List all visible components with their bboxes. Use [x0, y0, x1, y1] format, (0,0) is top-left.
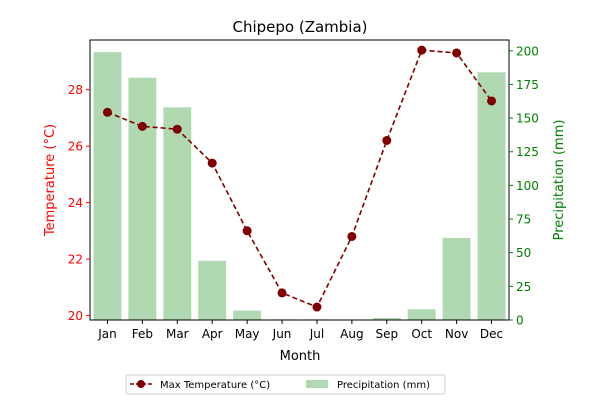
right-axis-label: Precipitation (mm)	[552, 120, 567, 241]
chart-title: Chipepo (Zambia)	[232, 18, 367, 36]
temperature-point-nov	[452, 48, 462, 58]
legend-marker-swatch	[137, 380, 145, 388]
precip-bar-oct	[407, 309, 436, 320]
x-tick-label: Jan	[97, 327, 117, 341]
temperature-point-dec	[487, 96, 497, 106]
plot-frame	[89, 39, 510, 321]
right-tick-label: 75	[516, 213, 531, 227]
temperature-point-apr	[207, 158, 217, 168]
temperature-point-jan	[102, 107, 112, 117]
temperature-point-feb	[137, 121, 147, 131]
right-axis-ticks: 0 25 50 75 100 125 150 175 200	[509, 44, 539, 328]
right-tick-label: 150	[516, 112, 539, 126]
left-tick-label: 20	[68, 309, 83, 323]
precip-bar-nov	[442, 237, 471, 320]
left-tick-label: 24	[68, 196, 83, 210]
legend-label-precipitation: Precipitation (mm)	[337, 380, 430, 391]
temperature-line	[102, 45, 497, 312]
legend-label-temperature: Max Temperature (°C)	[160, 380, 270, 391]
temperature-point-jun	[277, 288, 287, 298]
precip-bar-jan	[93, 52, 122, 320]
right-tick-label: 200	[516, 44, 539, 58]
temperature-line-path	[107, 49, 493, 309]
temperature-point-may	[242, 226, 252, 236]
x-tick-label: Mar	[166, 327, 189, 341]
left-tick-label: 28	[68, 83, 83, 97]
right-tick-label: 0	[516, 314, 524, 328]
precipitation-bars	[93, 52, 506, 320]
temperature-point-oct	[417, 45, 427, 55]
precip-bar-mar	[163, 107, 192, 320]
x-tick-label: May	[235, 327, 260, 341]
legend-box	[125, 374, 446, 395]
left-axis-label: Temperature (°C)	[43, 124, 58, 237]
x-axis-label: Month	[280, 349, 321, 364]
temperature-point-sep	[382, 135, 392, 145]
x-tick-label: Oct	[411, 327, 432, 341]
right-tick-label: 125	[516, 145, 539, 159]
temperature-point-jul	[312, 302, 322, 312]
x-tick-label: Aug	[340, 327, 363, 341]
x-tick-label: Apr	[202, 327, 223, 341]
precip-bar-may	[233, 310, 262, 320]
right-tick-label: 100	[516, 179, 539, 193]
x-axis-ticks: Jan Feb Mar Apr May Jun Jul Aug Sep Oct Nov Dec	[97, 320, 503, 341]
left-axis-ticks: 20 22 24 26 28	[68, 83, 90, 323]
precip-bar-feb	[128, 77, 157, 320]
temperature-point-aug	[347, 231, 357, 241]
x-tick-label: Sep	[375, 327, 398, 341]
x-tick-label: Dec	[480, 327, 503, 341]
precip-bar-apr	[198, 260, 227, 320]
precip-bar-sep	[372, 317, 401, 320]
x-tick-label: Jun	[272, 327, 292, 341]
left-tick-label: 26	[68, 140, 83, 154]
right-tick-label: 25	[516, 280, 531, 294]
x-tick-label: Nov	[445, 327, 468, 341]
x-tick-label: Jul	[309, 327, 324, 341]
right-tick-label: 50	[516, 246, 531, 260]
legend-bar-swatch	[306, 380, 328, 388]
right-tick-label: 175	[516, 78, 539, 92]
x-tick-label: Feb	[132, 327, 153, 341]
temperature-point-mar	[172, 124, 182, 134]
precip-bar-dec	[477, 72, 506, 320]
left-tick-label: 22	[68, 253, 83, 267]
legend: Max Temperature (°C) Precipitation (mm)	[125, 374, 446, 395]
